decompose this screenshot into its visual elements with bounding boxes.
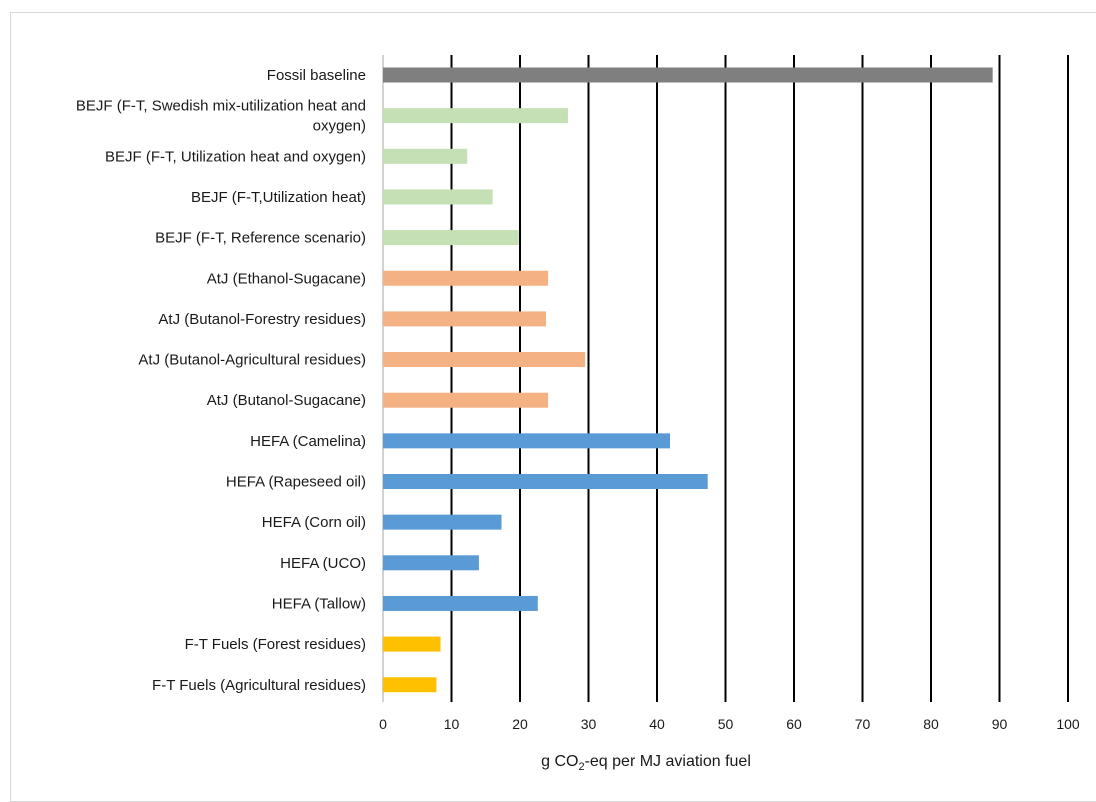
- category-label-line: HEFA (Camelina): [250, 433, 366, 450]
- x-tick-label: 100: [1056, 716, 1080, 732]
- category-label-line: HEFA (Rapeseed oil): [226, 474, 366, 491]
- x-tick-labels: 0 10 20 30 40 50 60 70 80 90 100: [379, 716, 1080, 732]
- bar-chart: Fossil baseline BEJF (F-T, Swedish mix-ut…: [76, 55, 1080, 773]
- category-label-line: F-T Fuels (Agricultural residues): [152, 677, 366, 694]
- bar: [383, 595, 538, 611]
- x-tick-label: 20: [512, 716, 528, 732]
- category-label: HEFA (Camelina): [250, 433, 366, 450]
- bar: [383, 189, 493, 205]
- category-label-line: oxygen): [313, 118, 366, 135]
- x-tick-label: 70: [855, 716, 871, 732]
- bar: [383, 433, 671, 449]
- bar: [383, 392, 549, 408]
- category-label: BEJF (F-T, Reference scenario): [155, 230, 366, 247]
- category-label-line: AtJ (Butanol-Sugacane): [207, 392, 366, 409]
- bar: [383, 514, 502, 530]
- category-label-line: BEJF (F-T, Reference scenario): [155, 230, 366, 247]
- category-label-line: AtJ (Butanol-Agricultural residues): [138, 352, 366, 369]
- bar: [383, 555, 479, 571]
- category-label: AtJ (Butanol-Forestry residues): [158, 311, 366, 328]
- x-tick-label: 60: [786, 716, 802, 732]
- bar: [383, 636, 441, 652]
- category-label-line: F-T Fuels (Forest residues): [185, 636, 366, 653]
- bar: [383, 677, 437, 693]
- x-tick-label: 80: [923, 716, 939, 732]
- category-label: F-T Fuels (Forest residues): [185, 636, 366, 653]
- x-tick-label: 40: [649, 716, 665, 732]
- category-label: HEFA (Rapeseed oil): [226, 474, 366, 491]
- category-label: HEFA (Tallow): [272, 595, 366, 612]
- category-label: BEJF (F-T, Utilization heat and oxygen): [105, 148, 366, 165]
- category-label: AtJ (Butanol-Agricultural residues): [138, 352, 366, 369]
- bar: [383, 270, 549, 286]
- category-labels: Fossil baseline BEJF (F-T, Swedish mix-ut…: [76, 67, 366, 694]
- bar: [383, 148, 468, 164]
- category-label: BEJF (F-T, Swedish mix-utilization heat …: [76, 98, 366, 135]
- bar: [383, 108, 568, 124]
- category-label: HEFA (Corn oil): [262, 514, 366, 531]
- bars: [383, 67, 993, 693]
- x-axis-label-subscript: 2: [578, 761, 584, 773]
- category-label: Fossil baseline: [267, 67, 366, 84]
- category-label-line: BEJF (F-T, Utilization heat and oxygen): [105, 148, 366, 165]
- category-label: F-T Fuels (Agricultural residues): [152, 677, 366, 694]
- x-axis-label: g CO2-eq per MJ aviation fuel: [541, 753, 751, 773]
- x-axis-label-part: g CO: [541, 753, 578, 770]
- bar: [383, 474, 708, 489]
- category-label-line: Fossil baseline: [267, 67, 366, 84]
- category-label-line: HEFA (UCO): [280, 555, 366, 572]
- category-label-line: HEFA (Corn oil): [262, 514, 366, 531]
- category-label: HEFA (UCO): [280, 555, 366, 572]
- x-axis-label-part: -eq per MJ aviation fuel: [585, 753, 751, 770]
- x-tick-label: 0: [379, 716, 387, 732]
- bar: [383, 230, 519, 246]
- x-tick-label: 90: [992, 716, 1008, 732]
- x-tick-label: 30: [581, 716, 597, 732]
- category-label-line: BEJF (F-T,Utilization heat): [191, 189, 366, 206]
- bar: [383, 352, 586, 368]
- category-label-line: HEFA (Tallow): [272, 595, 366, 612]
- x-tick-label: 50: [718, 716, 734, 732]
- bar: [383, 311, 547, 327]
- category-label-line: BEJF (F-T, Swedish mix-utilization heat …: [76, 98, 366, 115]
- category-label: BEJF (F-T,Utilization heat): [191, 189, 366, 206]
- category-label: AtJ (Butanol-Sugacane): [207, 392, 366, 409]
- category-label: AtJ (Ethanol-Sugacane): [207, 270, 366, 287]
- bar: [383, 67, 993, 83]
- x-tick-label: 10: [444, 716, 460, 732]
- category-label-line: AtJ (Ethanol-Sugacane): [207, 270, 366, 287]
- category-label-line: AtJ (Butanol-Forestry residues): [158, 311, 366, 328]
